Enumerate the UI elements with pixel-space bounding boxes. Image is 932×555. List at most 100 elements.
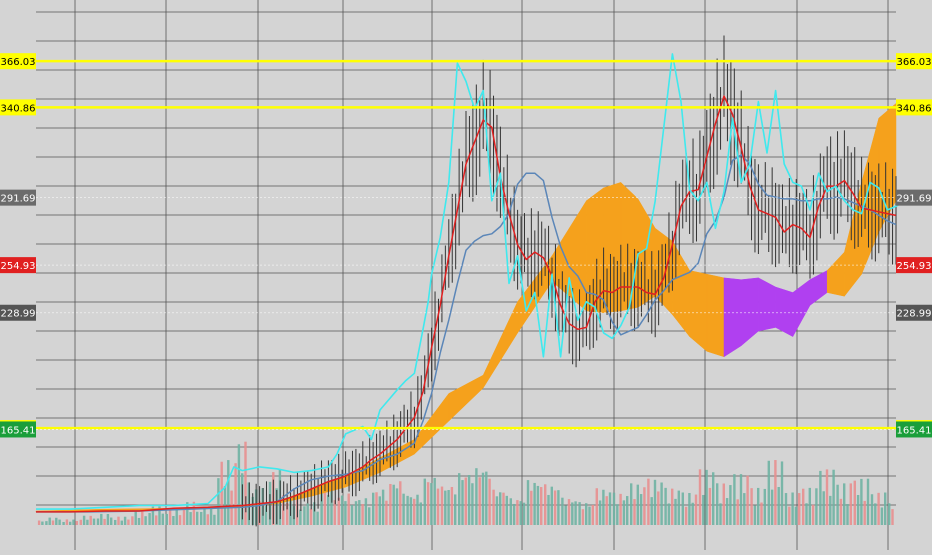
volume-bar [657, 491, 660, 525]
volume-bar [526, 480, 530, 525]
axis-markers: 291.69 291.69 254.93 254.93 228.99 228.99 165.… [0, 189, 932, 438]
volume-bar [306, 503, 309, 525]
volume-bar [55, 517, 58, 525]
level-label-bg [0, 99, 36, 116]
volume-bar [430, 483, 433, 525]
level-label-bg [0, 53, 36, 70]
volume-bar [313, 502, 316, 525]
volume-bar [725, 498, 729, 525]
volume-bar [299, 509, 302, 525]
marker-tag: 228.99 [897, 309, 932, 320]
volume-bar [643, 487, 646, 525]
volume-bar [234, 463, 237, 525]
volume-bar [639, 494, 643, 525]
volume-bar [743, 493, 746, 525]
volume-bar [891, 509, 894, 525]
volume-bar [530, 490, 533, 525]
volume-bar [86, 519, 89, 525]
volume-bar [100, 513, 103, 525]
volume-bar [774, 460, 777, 525]
volume-bar [358, 500, 361, 525]
volume-bar [316, 511, 319, 525]
volume-bar [416, 494, 419, 525]
volume-bar [175, 508, 178, 525]
volume-bar [716, 483, 719, 525]
volume-bar [888, 503, 891, 525]
volume-bar [802, 488, 805, 525]
volume-bar [200, 511, 203, 525]
volume-bar [550, 486, 553, 525]
volume-bar [653, 479, 657, 525]
volume-bar [874, 503, 877, 525]
volume-bar [791, 492, 794, 525]
volume-bar [884, 492, 887, 525]
volume-bar [574, 501, 577, 525]
indicator-lines [36, 53, 906, 513]
volume-bar [722, 483, 725, 525]
volume-bar [464, 477, 467, 525]
volume-bar [368, 507, 371, 525]
volume-bar [746, 475, 749, 525]
volume-bar [478, 477, 481, 525]
volume-bar [808, 487, 811, 525]
volume-bar [409, 497, 413, 525]
marker-tag: 254.93 [1, 261, 36, 272]
volume-bar [354, 501, 358, 525]
volume-bar [450, 486, 454, 525]
volume-bar [65, 519, 69, 525]
marker-tag-bg [896, 257, 932, 274]
volume-bar [395, 488, 399, 525]
volume-bar [182, 509, 186, 525]
volume-bar [485, 471, 488, 525]
volume-bar [763, 488, 766, 525]
volume-bar [691, 502, 694, 525]
kumo-segment [723, 277, 742, 358]
volume-bar [423, 478, 426, 525]
volume-bar [564, 505, 567, 525]
volume-bar [605, 496, 608, 525]
volume-bar [767, 460, 770, 525]
volume-bar [880, 507, 884, 525]
marker-tag-bg [896, 304, 932, 321]
volume-bar [811, 504, 815, 525]
volume-bar [736, 499, 739, 525]
volume-bar [870, 494, 874, 525]
volume-bar [209, 506, 213, 525]
volume-bar [103, 518, 106, 525]
volume-bar [674, 498, 677, 525]
volume-bar [702, 494, 705, 525]
volume-bar [237, 444, 241, 525]
volume-bar [499, 492, 502, 525]
volume-bar [110, 517, 113, 525]
volume-bar [822, 491, 825, 525]
volume-bar [309, 508, 313, 525]
volume-bar [829, 495, 832, 525]
volume-bar [585, 503, 588, 525]
volume-bar [622, 500, 626, 525]
volume-bar [151, 506, 155, 525]
volume-bar [798, 493, 801, 525]
marker-tag-bg [0, 304, 36, 321]
volume-bar [729, 485, 732, 525]
volume-bar [436, 488, 440, 525]
volume-bar [825, 469, 829, 525]
volume-bar [192, 501, 196, 525]
volume-bar [519, 501, 522, 525]
volume-bar [144, 516, 147, 525]
level-label: 340.86 [1, 103, 36, 114]
volume-bar [719, 503, 722, 525]
volume-bar [567, 499, 571, 525]
volume-bar [217, 478, 220, 525]
marker-tag: 291.69 [897, 194, 932, 205]
marker-tag: 165.41 [897, 425, 932, 436]
marker-tag-bg [0, 421, 36, 438]
volume-bar [544, 484, 547, 525]
volume-bar [364, 498, 368, 525]
volume-bar [333, 500, 336, 525]
volume-bar [223, 486, 227, 525]
volume-bar [488, 478, 491, 525]
volume-bar [392, 484, 395, 525]
volume-bar [37, 520, 41, 525]
